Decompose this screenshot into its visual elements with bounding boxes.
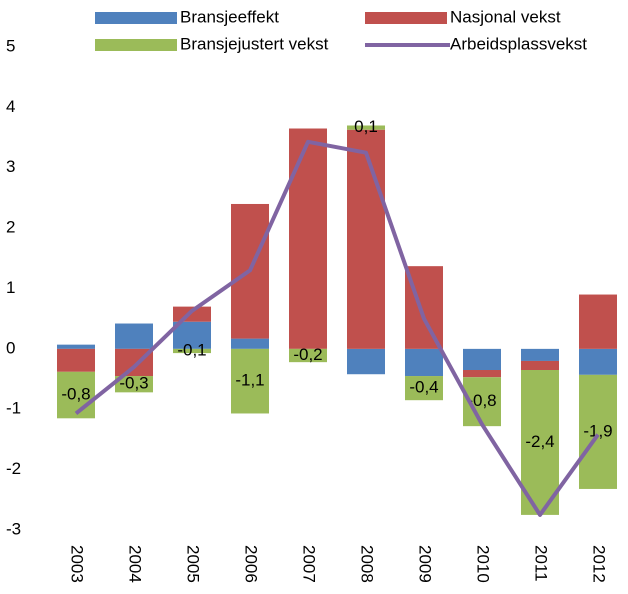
y-tick-label: -1 [6, 399, 21, 418]
data-label: 0,1 [354, 117, 378, 136]
bar [579, 374, 617, 489]
y-tick-label: 3 [6, 157, 15, 176]
bar [579, 294, 617, 349]
data-label: -0,1 [177, 340, 206, 359]
x-tick-label: 2012 [590, 545, 609, 583]
x-tick-label: 2011 [532, 545, 551, 582]
legend-label: Bransjeeffekt [180, 7, 279, 26]
bar [521, 360, 559, 371]
data-label: -0,8 [61, 385, 90, 404]
bar [347, 125, 385, 130]
x-tick-label: 2006 [242, 545, 261, 583]
line [74, 139, 600, 517]
data-label: -0,3 [119, 374, 148, 393]
x-tick-label: 2004 [126, 545, 145, 583]
legend-swatch [95, 39, 177, 51]
bar [347, 129, 385, 349]
bar [347, 348, 385, 375]
bar [231, 348, 269, 414]
x-tick-label: 2007 [300, 545, 319, 583]
legend-label: Nasjonal vekst [450, 7, 561, 26]
bar [405, 348, 443, 377]
data-label: -1,1 [235, 371, 264, 390]
bar [57, 344, 95, 349]
x-tick-label: 2008 [358, 545, 377, 583]
y-tick-label: 4 [6, 97, 15, 116]
bar [173, 321, 211, 349]
bar [405, 376, 443, 401]
x-tick-label: 2010 [474, 545, 493, 583]
data-label: -2,4 [525, 432, 554, 451]
legend-label: Bransjejustert vekst [180, 34, 329, 53]
bar [289, 348, 327, 363]
bar [57, 348, 95, 372]
x-tick-label: 2005 [184, 545, 203, 583]
y-tick-label: 2 [6, 218, 15, 237]
bar [579, 348, 617, 375]
y-tick-label: 0 [6, 338, 15, 357]
data-label: -0,2 [293, 345, 322, 364]
bar [57, 371, 95, 419]
y-tick-label: 5 [6, 36, 15, 55]
legend-label: Arbeidsplassvekst [450, 34, 587, 53]
y-tick-label: -2 [6, 459, 21, 478]
bar [231, 338, 269, 349]
legend-swatch [95, 12, 177, 24]
bar [115, 323, 153, 349]
legend-swatch [365, 12, 447, 24]
x-tick-label: 2009 [416, 545, 435, 583]
x-tick-label: 2003 [68, 545, 87, 583]
bar [521, 370, 559, 515]
bar [115, 376, 153, 393]
y-tick-label: 1 [6, 278, 15, 297]
bar [289, 128, 327, 349]
data-label: -1,9 [583, 421, 612, 440]
bar [463, 348, 501, 371]
y-tick-label: -3 [6, 519, 21, 538]
bar [521, 348, 559, 361]
bar [463, 370, 501, 378]
data-label: -0,8 [467, 391, 496, 410]
data-label: -0,4 [409, 378, 438, 397]
bar [173, 348, 211, 354]
